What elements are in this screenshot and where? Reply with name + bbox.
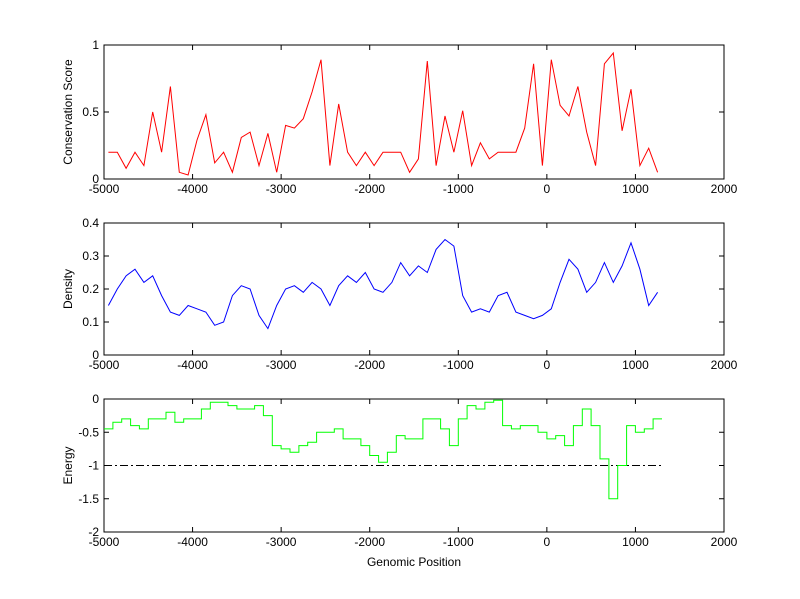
x-tick-label: -4000 xyxy=(177,358,208,372)
series-line-density xyxy=(107,238,659,330)
y-tick-label: 0.3 xyxy=(82,249,99,263)
x-tick-label: 2000 xyxy=(711,182,738,196)
x-tick-label: 0 xyxy=(544,358,551,372)
x-tick-label: -5000 xyxy=(89,535,120,549)
y-tick-label: 0 xyxy=(92,348,99,362)
x-tick-label: -3000 xyxy=(266,182,297,196)
y-tick-label: 0 xyxy=(92,392,99,406)
x-tick-label: -5000 xyxy=(89,358,120,372)
x-tick-label: -1000 xyxy=(443,358,474,372)
x-tick-label: 0 xyxy=(544,182,551,196)
y-tick-label: 0.5 xyxy=(82,105,99,119)
y-tick-label: 0.1 xyxy=(82,315,99,329)
y-tick-label: 0.2 xyxy=(82,282,99,296)
x-tick-label: -2000 xyxy=(354,535,385,549)
axes-box xyxy=(103,222,725,356)
x-tick-label: -3000 xyxy=(266,535,297,549)
series-line-conservation xyxy=(108,51,659,176)
x-tick-label: -1000 xyxy=(443,182,474,196)
subplot-2: -5000 -4000 -3000 -2000 -1000 0 1000 2000 0 0.1 0.… xyxy=(61,216,738,372)
x-tick-label: -4000 xyxy=(177,535,208,549)
x-tick-label: -3000 xyxy=(266,358,297,372)
x-tick-label: -5000 xyxy=(89,182,120,196)
x-tick-label: -4000 xyxy=(177,182,208,196)
x-tick-label: 2000 xyxy=(711,358,738,372)
x-tick-label: 0 xyxy=(544,535,551,549)
y-tick-label: -1 xyxy=(88,459,99,473)
x-tick-label: -1000 xyxy=(443,535,474,549)
y-tick-label: -0.5 xyxy=(78,425,99,439)
y-tick-label: 0 xyxy=(92,172,99,186)
x-tick-label: 1000 xyxy=(622,182,649,196)
y-axis-label: Conservation Score xyxy=(61,59,75,165)
series-line-energy xyxy=(104,399,662,500)
axes-box xyxy=(103,44,725,180)
y-axis-label: Energy xyxy=(61,446,75,484)
x-tick-label: 1000 xyxy=(622,358,649,372)
y-tick-label: -2 xyxy=(88,525,99,539)
y-tick-label: -1.5 xyxy=(78,492,99,506)
y-tick-label: 0.4 xyxy=(82,216,99,230)
x-tick-label: -2000 xyxy=(354,182,385,196)
x-tick-label: -2000 xyxy=(354,358,385,372)
y-tick-label: 1 xyxy=(92,38,99,52)
x-tick-label: 2000 xyxy=(711,535,738,549)
y-axis-label: Density xyxy=(61,269,75,309)
x-tick-label: 1000 xyxy=(622,535,649,549)
subplot-1: -5000 -4000 -3000 -2000 -1000 0 1000 2000 0 0.5 1 C… xyxy=(61,38,738,196)
subplot-3: -5000 -4000 -3000 -2000 -1000 0 1000 2000 -2 -1.5… xyxy=(61,392,738,569)
x-axis-label: Genomic Position xyxy=(367,555,461,569)
